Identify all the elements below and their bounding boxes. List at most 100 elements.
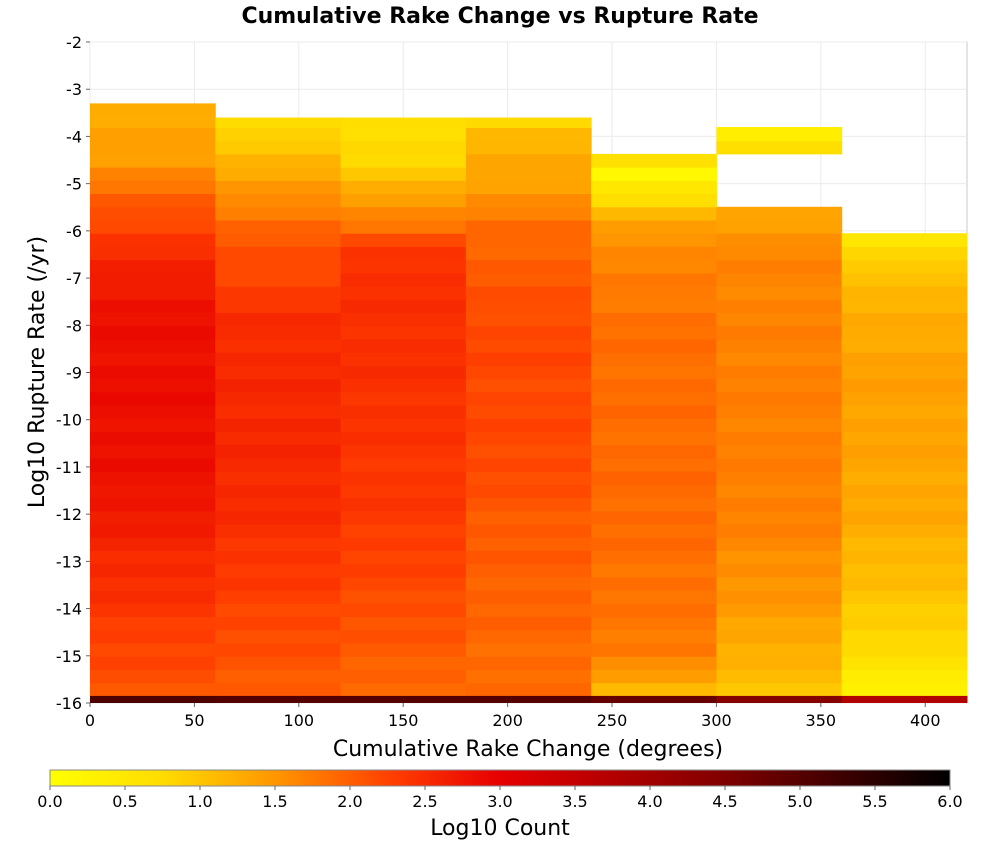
heatmap-cell	[340, 259, 467, 274]
heatmap-cell	[591, 510, 717, 525]
y-tick-label: -12	[56, 505, 82, 524]
heatmap-cell	[215, 550, 342, 565]
colorbar-tick-label: 4.0	[637, 792, 662, 811]
x-tick-label: 0	[85, 711, 95, 730]
heatmap-cell	[215, 457, 342, 472]
colorbar-gradient	[49, 769, 951, 787]
heatmap-cell	[215, 497, 342, 512]
heatmap-cell	[716, 272, 843, 287]
heatmap-cell	[465, 286, 592, 300]
colorbar-tick-label: 2.0	[337, 792, 362, 811]
heatmap-cell	[841, 563, 968, 578]
heatmap-cell	[716, 590, 843, 604]
heatmap-cell	[716, 246, 843, 261]
heatmap-cell	[340, 352, 467, 366]
heatmap-cell	[716, 431, 843, 446]
heatmap-cell-bottom-band	[90, 695, 216, 703]
colorbar-tick-label: 1.5	[262, 792, 287, 811]
y-tick-label: -8	[66, 316, 82, 335]
heatmap-cell	[716, 405, 843, 419]
heatmap-cell	[340, 603, 467, 618]
heatmap-cell	[716, 299, 843, 314]
heatmap-cell	[215, 590, 342, 604]
heatmap-cell	[716, 524, 843, 538]
heatmap-cell	[340, 537, 467, 551]
heatmap-cell	[591, 338, 717, 353]
heatmap-cell	[465, 629, 592, 644]
heatmap-cell	[215, 629, 342, 644]
x-tick-label: 350	[806, 711, 837, 730]
heatmap-cell	[841, 590, 968, 604]
heatmap-cell	[90, 603, 216, 618]
heatmap-cell	[215, 140, 342, 155]
heatmap-cell	[340, 180, 467, 195]
heatmap-cell-bottom-band	[340, 695, 467, 703]
heatmap-cell	[340, 286, 467, 300]
heatmap-cell	[215, 338, 342, 353]
heatmap-cell	[215, 537, 342, 551]
heatmap-cell	[340, 669, 467, 684]
y-tick-label: -16	[56, 694, 82, 713]
heatmap-cell	[465, 576, 592, 591]
heatmap-cell	[340, 140, 467, 155]
heatmap-cell	[591, 603, 717, 618]
heatmap-cell	[716, 669, 843, 684]
heatmap-cell	[591, 431, 717, 446]
heatmap-cell	[90, 616, 216, 631]
heatmap-cell	[215, 286, 342, 300]
heatmap-cell	[90, 643, 216, 657]
heatmap-cell	[591, 656, 717, 670]
heatmap-cell	[340, 682, 467, 697]
heatmap-cell	[340, 272, 467, 287]
colorbar-tick-label: 0.0	[37, 792, 62, 811]
colorbar-tick-label: 0.5	[112, 792, 137, 811]
colorbar-tick-label: 4.5	[712, 792, 737, 811]
heatmap-cell	[841, 233, 968, 247]
x-tick-label: 150	[388, 711, 419, 730]
y-tick-label: -6	[66, 222, 82, 241]
heatmap-cell	[716, 629, 843, 644]
heatmap-cell	[90, 497, 216, 512]
heatmap-cell	[215, 603, 342, 618]
colorbar-tick-label: 5.5	[862, 792, 887, 811]
heatmap-cell	[841, 325, 968, 340]
heatmap-cell	[340, 219, 467, 234]
heatmap-cell	[716, 325, 843, 340]
y-tick-label: -5	[66, 175, 82, 194]
heatmap-cell	[90, 576, 216, 591]
colorbar-tick-label: 1.0	[187, 792, 212, 811]
heatmap-cell	[340, 590, 467, 604]
heatmap-cell	[90, 563, 216, 578]
y-tick-label: -15	[56, 647, 82, 666]
heatmap-cell	[591, 206, 717, 221]
heatmap-cell	[340, 457, 467, 472]
heatmap-cell	[841, 656, 968, 670]
heatmap-cell	[90, 352, 216, 366]
heatmap-cell	[215, 352, 342, 366]
heatmap-cell	[465, 299, 592, 314]
heatmap-cell	[90, 550, 216, 565]
heatmap-cell	[465, 457, 592, 472]
heatmap-cell	[340, 576, 467, 591]
heatmap-cell	[90, 312, 216, 327]
heatmap-cell	[591, 246, 717, 261]
heatmap-cell	[465, 471, 592, 485]
colorbar-tick-label: 3.5	[562, 792, 587, 811]
heatmap-cell	[215, 391, 342, 406]
heatmap-cell	[340, 312, 467, 327]
x-tick-label: 400	[910, 711, 941, 730]
heatmap-cell	[340, 378, 467, 393]
y-tick-label: -7	[66, 269, 82, 288]
heatmap-cell	[591, 325, 717, 340]
heatmap-cell	[215, 471, 342, 485]
heatmap-cell	[841, 418, 968, 433]
heatmap-cell	[841, 471, 968, 485]
heatmap-cell	[591, 391, 717, 406]
heatmap-cell	[340, 246, 467, 261]
heatmap-cell	[215, 669, 342, 684]
heatmap-cell	[716, 656, 843, 670]
heatmap-cell	[340, 127, 467, 142]
heatmap-cell	[716, 365, 843, 380]
heatmap-cell	[215, 431, 342, 446]
